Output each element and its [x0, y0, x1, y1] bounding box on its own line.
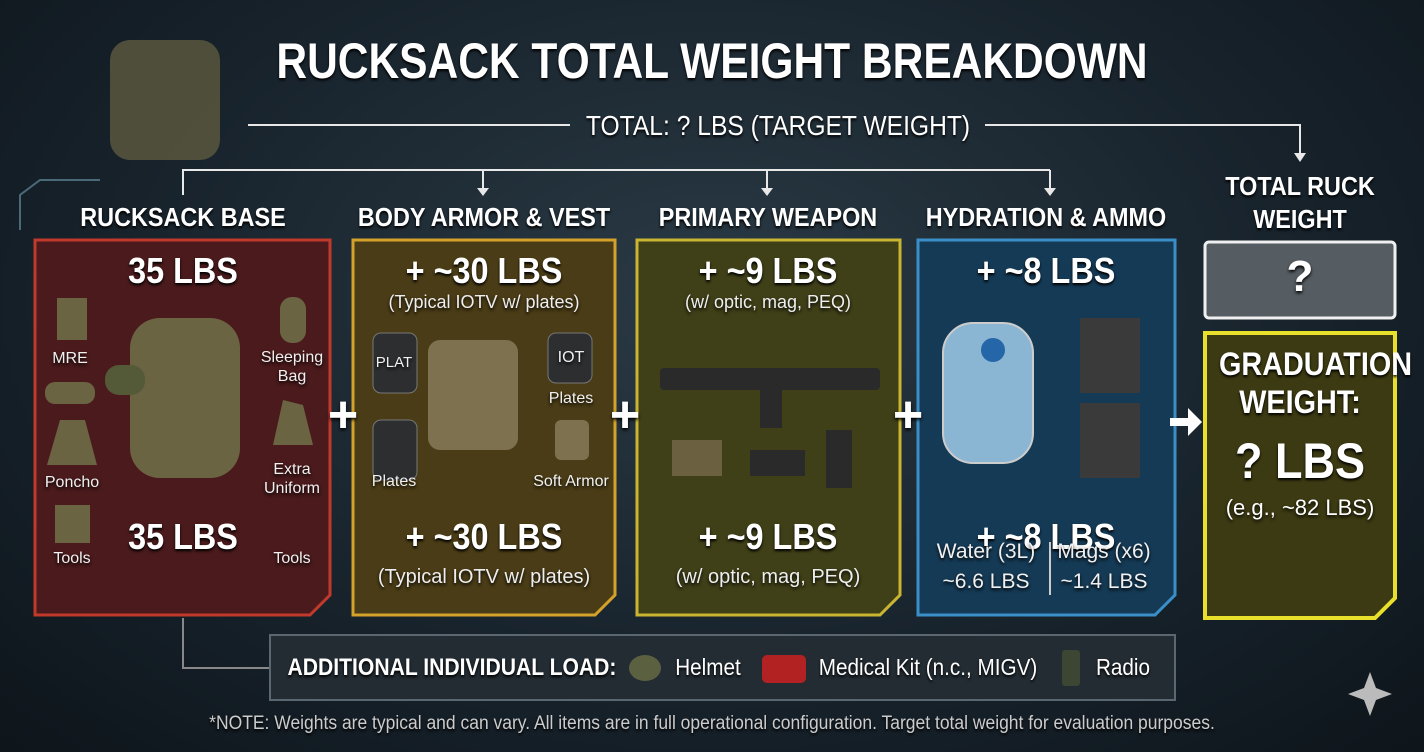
plus-operator: + [892, 386, 924, 444]
item-label: Extra Uniform [263, 461, 320, 497]
item-label: Tools [53, 550, 91, 567]
additional-item: Helmet [675, 654, 741, 680]
additional-item: Medical Kit (n.c., MIGV) [818, 654, 1038, 680]
plus-operator: + [609, 386, 641, 444]
item-label: IOT [557, 349, 585, 366]
panel-title: BODY ARMOR & VEST [357, 202, 611, 232]
item-label: Plates [371, 473, 417, 490]
panel-note-bottom: (w/ optic, mag, PEQ) [675, 566, 861, 588]
item-label: ~6.6 LBS [942, 570, 1030, 593]
panel-weight: + ~9 LBS [698, 250, 838, 291]
panel-weight-bottom: 35 LBS [128, 516, 238, 557]
graduation-example: (e.g., ~82 LBS) [1225, 495, 1375, 520]
additional-item: Radio [1095, 654, 1151, 680]
plus-operator: + [327, 386, 359, 444]
graduation-value: ? LBS [1235, 433, 1365, 489]
summary-title: TOTAL RUCK WEIGHT [1225, 171, 1375, 234]
item-label: Tools [273, 550, 311, 567]
panel-weight-bottom: + ~30 LBS [405, 516, 563, 557]
panel-weight-bottom: + ~9 LBS [698, 516, 838, 557]
panel-weight-bottom: + ~8 LBS [976, 516, 1116, 557]
panel-title: PRIMARY WEAPON [658, 202, 878, 232]
graduation-label: GRADUATION WEIGHT: [1219, 346, 1413, 420]
panel-note-bottom: (Typical IOTV w/ plates) [377, 566, 591, 588]
item-label: PLAT [375, 354, 413, 371]
item-label: ~1.4 LBS [1060, 570, 1148, 593]
item-label: Sleeping Bag [260, 349, 324, 385]
item-label: MRE [52, 350, 88, 367]
panel-title: RUCKSACK BASE [80, 202, 286, 232]
summary-total: ? [1286, 252, 1314, 301]
panel-title: HYDRATION & AMMO [925, 202, 1167, 232]
item-label: Soft Armor [533, 473, 609, 490]
panel-weight: + ~30 LBS [405, 250, 563, 291]
panel-note: (Typical IOTV w/ plates) [388, 292, 580, 312]
title: RUCKSACK TOTAL WEIGHT BREAKDOWN [276, 33, 1148, 89]
total-label: TOTAL: ? LBS (TARGET WEIGHT) [585, 110, 971, 141]
panel-note: (w/ optic, mag, PEQ) [684, 292, 852, 312]
additional-label: ADDITIONAL INDIVIDUAL LOAD: [287, 654, 617, 681]
item-label: Water (3L) [936, 540, 1036, 563]
panel-weight: + ~8 LBS [976, 250, 1116, 291]
item-label: Plates [548, 390, 594, 407]
footnote: *NOTE: Weights are typical and can vary.… [209, 713, 1215, 734]
item-label: Poncho [44, 474, 100, 491]
item-label: Mags (x6) [1057, 540, 1151, 563]
panel-weight: 35 LBS [128, 250, 238, 291]
